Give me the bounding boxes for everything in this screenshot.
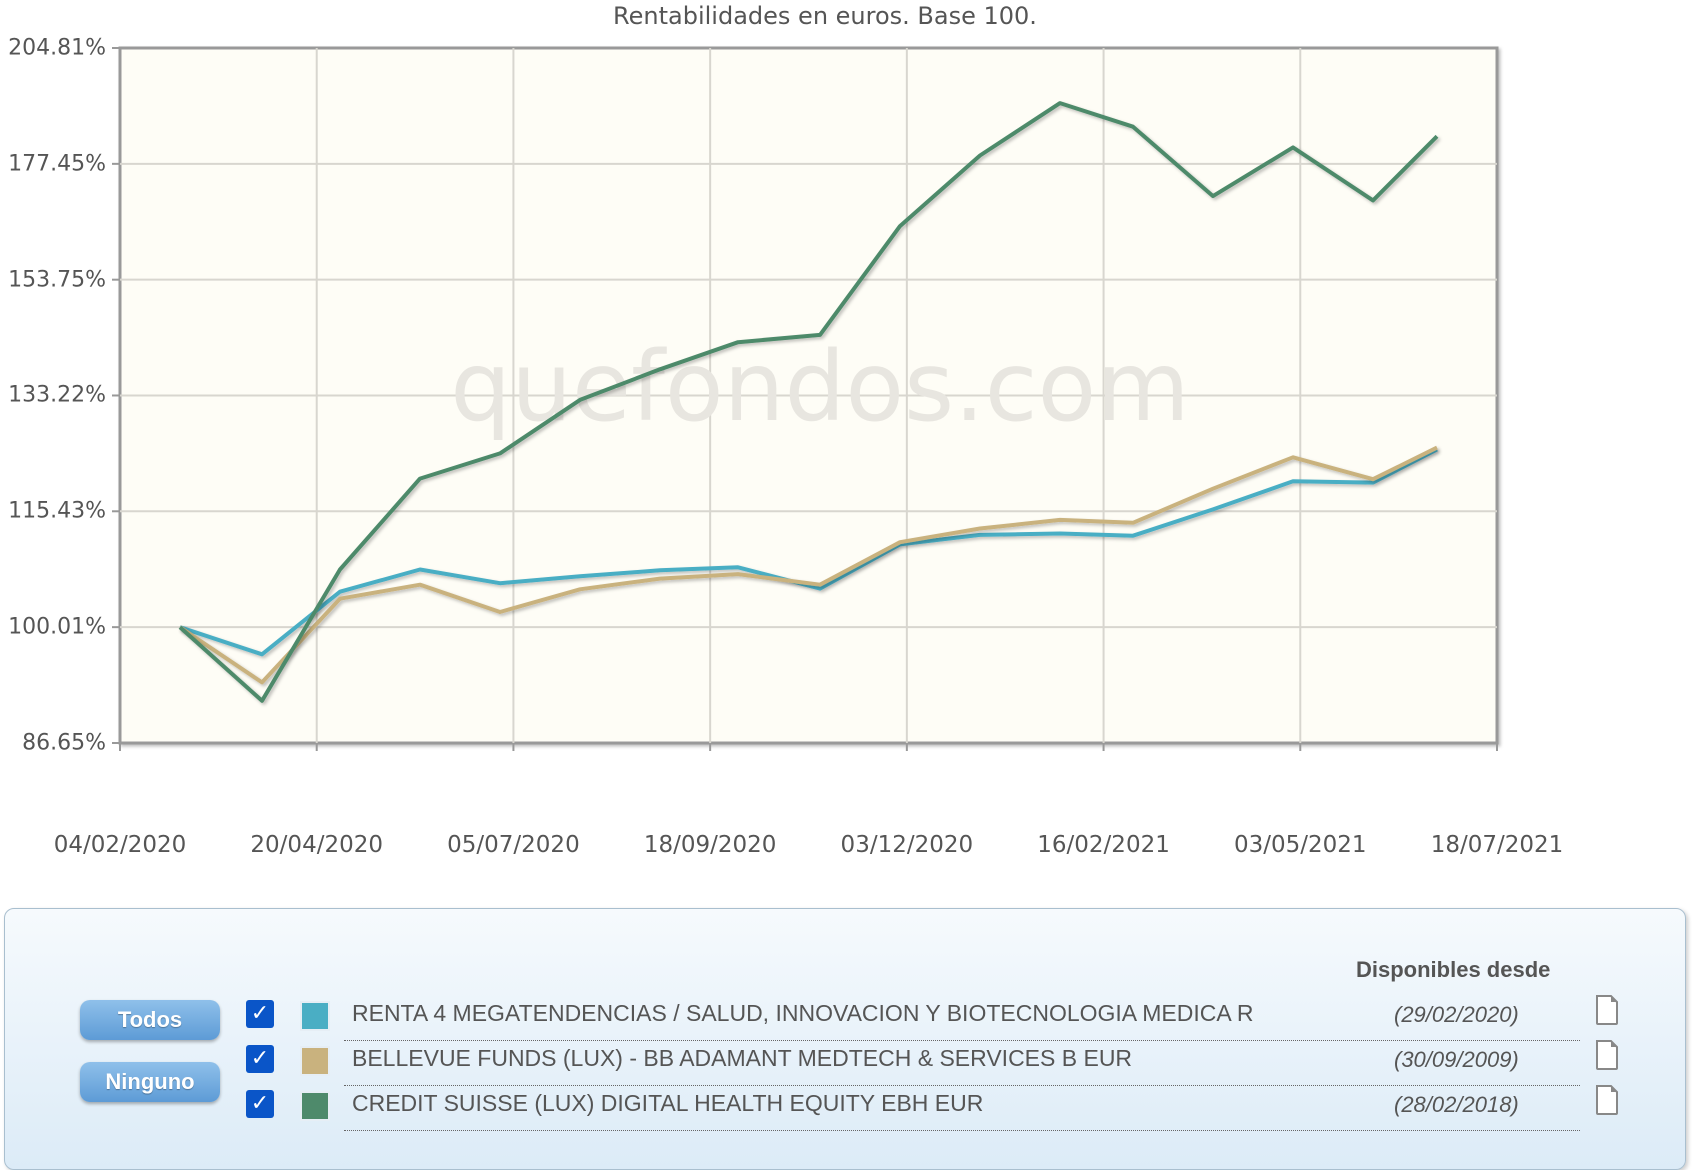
- chart-title: Rentabilidades en euros. Base 100.: [613, 2, 1037, 30]
- fund-1-document-icon[interactable]: [1594, 994, 1620, 1026]
- y-tick-label: 153.75%: [8, 267, 106, 293]
- legend-row-fund-3: ✓ CREDIT SUISSE (LUX) DIGITAL HEALTH EQU…: [0, 1085, 1706, 1132]
- series-line-3: [178, 101, 1439, 703]
- fund-3-document-icon[interactable]: [1594, 1084, 1620, 1116]
- fund-1-date: (29/02/2020): [1394, 1002, 1519, 1027]
- x-tick-label: 20/04/2020: [250, 832, 383, 858]
- fund-1-checkbox[interactable]: ✓: [246, 1000, 274, 1028]
- fund-2-name: BELLEVUE FUNDS (LUX) - BB ADAMANT MEDTEC…: [352, 1045, 1133, 1071]
- legend-panel: [4, 908, 1686, 1170]
- y-tick-label: 86.65%: [22, 730, 106, 756]
- separator: [344, 1130, 1580, 1131]
- y-tick-label: 133.22%: [8, 382, 106, 408]
- x-tick-label: 18/07/2021: [1430, 832, 1564, 858]
- fund-1-color-swatch: [300, 1001, 330, 1031]
- y-tick-label: 100.01%: [8, 614, 106, 640]
- available-since-header: Disponibles desde: [1356, 957, 1551, 982]
- x-tick-label: 03/05/2021: [1233, 832, 1367, 858]
- select-all-button[interactable]: Todos: [80, 1000, 220, 1040]
- fund-2-document-icon[interactable]: [1594, 1039, 1620, 1071]
- axis-ticks: [112, 47, 1498, 751]
- fund-2-checkbox[interactable]: ✓: [246, 1045, 274, 1073]
- y-tick-label: 204.81%: [8, 35, 106, 61]
- select-none-button[interactable]: Ninguno: [80, 1062, 220, 1102]
- fund-3-color-swatch: [300, 1091, 330, 1121]
- y-tick-label: 177.45%: [8, 151, 106, 177]
- chart-plot-area: quefondos.com: [112, 46, 1499, 751]
- series-line-2: [178, 445, 1438, 685]
- separator: [344, 1085, 1580, 1086]
- x-tick-label: 18/09/2020: [643, 832, 777, 858]
- watermark: quefondos.com: [450, 331, 1189, 443]
- separator: [344, 1040, 1580, 1041]
- series-lines: [178, 101, 1439, 703]
- x-tick-label: 03/12/2020: [840, 832, 974, 858]
- y-tick-label: 115.43%: [8, 498, 106, 524]
- fund-3-name: CREDIT SUISSE (LUX) DIGITAL HEALTH EQUIT…: [352, 1090, 984, 1116]
- gridlines: [120, 48, 1497, 743]
- x-tick-label: 05/07/2020: [447, 832, 580, 858]
- fund-2-color-swatch: [300, 1046, 330, 1076]
- legend-row-fund-2: ✓ BELLEVUE FUNDS (LUX) - BB ADAMANT MEDT…: [0, 1040, 1706, 1087]
- fund-2-date: (30/09/2009): [1394, 1047, 1519, 1072]
- fund-1-name: RENTA 4 MEGATENDENCIAS / SALUD, INNOVACI…: [352, 1000, 1254, 1026]
- fund-3-checkbox[interactable]: ✓: [246, 1090, 274, 1118]
- x-tick-label: 16/02/2021: [1037, 832, 1170, 858]
- legend-row-fund-1: ✓ RENTA 4 MEGATENDENCIAS / SALUD, INNOVA…: [0, 995, 1706, 1042]
- fund-3-date: (28/02/2018): [1394, 1092, 1519, 1117]
- series-line-1: [179, 447, 1438, 657]
- x-tick-label: 04/02/2020: [53, 832, 187, 858]
